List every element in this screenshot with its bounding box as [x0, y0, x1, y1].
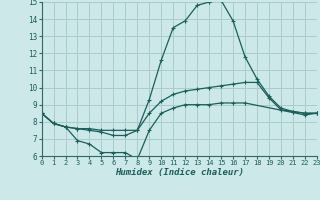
X-axis label: Humidex (Indice chaleur): Humidex (Indice chaleur) — [115, 168, 244, 177]
